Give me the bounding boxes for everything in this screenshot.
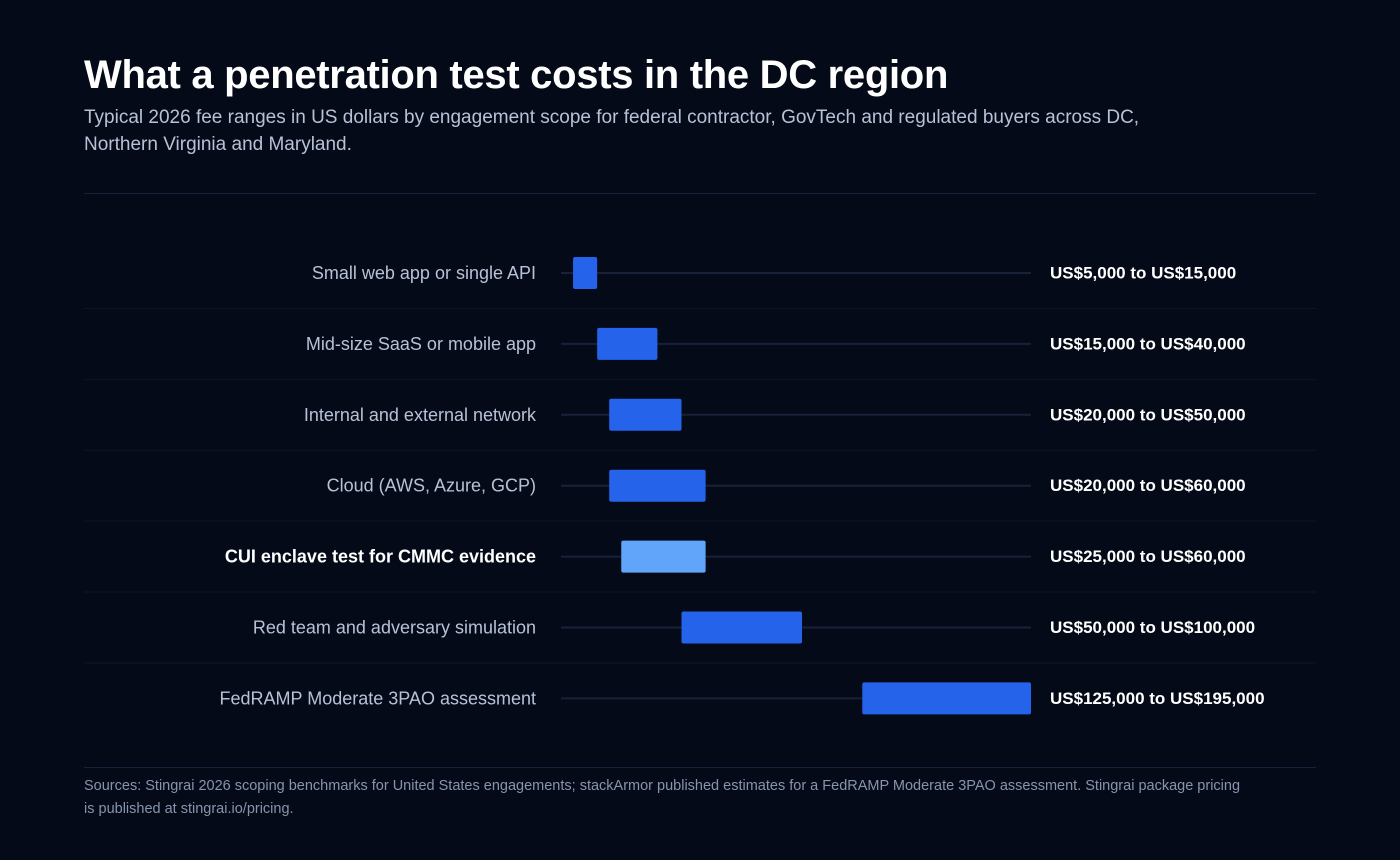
value-label: US$125,000 to US$195,000 — [1050, 689, 1265, 708]
value-label: US$50,000 to US$100,000 — [1050, 618, 1255, 637]
chart-subtitle: Typical 2026 fee ranges in US dollars by… — [84, 107, 1140, 155]
top-divider — [84, 193, 1316, 194]
category-label: Cloud (AWS, Azure, GCP) — [327, 476, 536, 496]
category-label: Mid-size SaaS or mobile app — [306, 334, 536, 354]
category-label: Small web app or single API — [312, 263, 536, 283]
chart-title: What a penetration test costs in the DC … — [84, 53, 949, 97]
value-label: US$15,000 to US$40,000 — [1050, 334, 1246, 353]
category-label: CUI enclave test for CMMC evidence — [225, 547, 536, 567]
range-bar — [862, 682, 1031, 715]
range-bar — [609, 469, 706, 502]
category-label: Red team and adversary simulation — [253, 618, 536, 638]
range-bar — [609, 398, 682, 431]
sources-note: Sources: Stingrai 2026 scoping benchmark… — [84, 778, 1241, 817]
value-label: US$20,000 to US$60,000 — [1050, 476, 1246, 495]
range-bar — [681, 611, 803, 644]
range-bar — [573, 257, 598, 289]
range-bar-highlight — [621, 540, 706, 573]
value-label: US$25,000 to US$60,000 — [1050, 547, 1246, 566]
range-bar — [597, 327, 658, 360]
category-label: FedRAMP Moderate 3PAO assessment — [220, 688, 536, 708]
bottom-divider — [84, 767, 1316, 768]
category-label: Internal and external network — [304, 405, 537, 425]
value-label: US$5,000 to US$15,000 — [1050, 264, 1236, 283]
value-label: US$20,000 to US$50,000 — [1050, 405, 1246, 424]
